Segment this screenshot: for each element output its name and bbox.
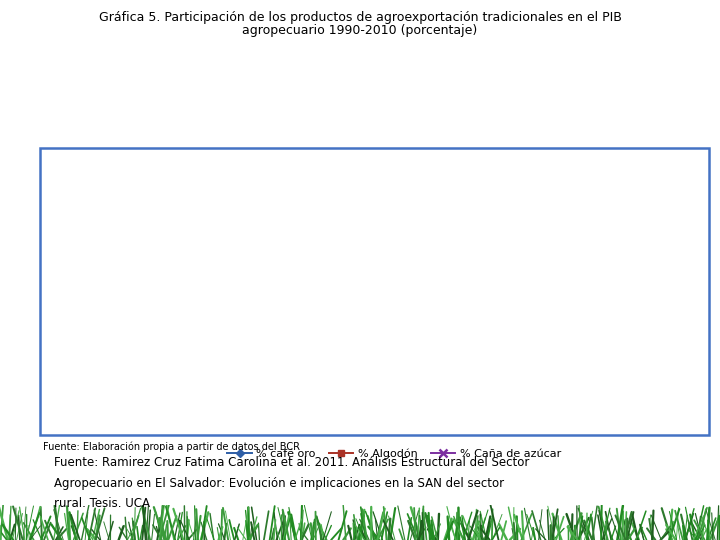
% Caña de azúcar <box>533 339 541 346</box>
% Algodón <box>304 378 312 384</box>
% Algodón <box>676 377 685 383</box>
% Caña de azúcar <box>161 347 169 353</box>
% café oro <box>247 208 256 215</box>
% café oro <box>562 293 570 299</box>
Text: Gráfica 5. Participación de los productos de agroexportación tradicionales en el: Gráfica 5. Participación de los producto… <box>99 11 621 24</box>
% Caña de azúcar <box>275 345 284 352</box>
% Algodón <box>275 379 284 385</box>
% Caña de azúcar <box>562 345 570 351</box>
% Algodón <box>647 379 656 385</box>
% Caña de azúcar <box>505 336 513 342</box>
% Caña de azúcar <box>418 335 427 341</box>
% Caña de azúcar <box>104 352 112 358</box>
% café oro <box>533 285 541 292</box>
% Algodón <box>361 376 370 382</box>
% café oro <box>590 291 599 297</box>
% Caña de azúcar <box>333 332 341 338</box>
% Caña de azúcar <box>590 345 599 352</box>
% Algodón <box>132 371 141 377</box>
% Algodón <box>189 371 198 377</box>
% Caña de azúcar <box>218 348 227 355</box>
% Caña de azúcar <box>647 345 656 352</box>
% café oro <box>333 231 341 237</box>
% Caña de azúcar <box>619 345 628 351</box>
% café oro <box>619 292 628 299</box>
% Caña de azúcar <box>447 335 456 341</box>
% café oro <box>418 257 427 264</box>
% Algodón <box>104 367 112 373</box>
% Algodón <box>247 379 256 385</box>
Text: Agropecuario en El Salvador: Evolución e implicaciones en la SAN del sector: Agropecuario en El Salvador: Evolución e… <box>54 477 504 490</box>
% Algodón <box>418 376 427 383</box>
% Caña de azúcar <box>390 335 399 341</box>
% Algodón <box>505 377 513 383</box>
Line: % Algodón: % Algodón <box>105 367 683 385</box>
% Algodón <box>562 377 570 383</box>
Text: agropecuario 1990-2010 (porcentaje): agropecuario 1990-2010 (porcentaje) <box>243 24 477 37</box>
% Algodón <box>447 376 456 383</box>
% Caña de azúcar <box>676 343 685 350</box>
Text: Fuente: Ramirez Cruz Fatima Carolina et al. 2011. Análisis Estructural del Secto: Fuente: Ramirez Cruz Fatima Carolina et … <box>54 456 529 469</box>
% Algodón <box>390 376 399 383</box>
Line: % café oro: % café oro <box>105 175 683 313</box>
% Caña de azúcar <box>189 347 198 353</box>
% café oro <box>132 181 141 187</box>
% Algodón <box>218 376 227 383</box>
% café oro <box>275 206 284 213</box>
% café oro <box>361 220 370 226</box>
% Algodón <box>590 376 599 383</box>
Legend: % café oro, % Algodón, % Caña de azúcar: % café oro, % Algodón, % Caña de azúcar <box>223 444 565 463</box>
% Algodón <box>476 376 485 383</box>
% Caña de azúcar <box>476 335 485 342</box>
% café oro <box>161 175 169 181</box>
% Algodón <box>619 377 628 383</box>
Line: % Caña de azúcar: % Caña de azúcar <box>104 331 684 359</box>
% Caña de azúcar <box>132 347 141 353</box>
% café oro <box>304 220 312 226</box>
% café oro <box>390 238 399 245</box>
% café oro <box>447 271 456 277</box>
% café oro <box>476 279 485 286</box>
% Algodón <box>161 370 169 376</box>
% Algodón <box>333 378 341 384</box>
% Caña de azúcar <box>247 347 256 353</box>
Text: rural. Tesis. UCA: rural. Tesis. UCA <box>54 497 150 510</box>
% café oro <box>676 288 685 295</box>
% Caña de azúcar <box>361 334 370 340</box>
% café oro <box>189 190 198 196</box>
% café oro <box>647 306 656 313</box>
% Algodón <box>533 377 541 383</box>
% café oro <box>218 197 227 204</box>
Text: Fuente: Elaboración propia a partir de datos del BCR: Fuente: Elaboración propia a partir de d… <box>43 441 300 451</box>
% café oro <box>104 182 112 188</box>
% Caña de azúcar <box>304 337 312 343</box>
% café oro <box>505 283 513 289</box>
